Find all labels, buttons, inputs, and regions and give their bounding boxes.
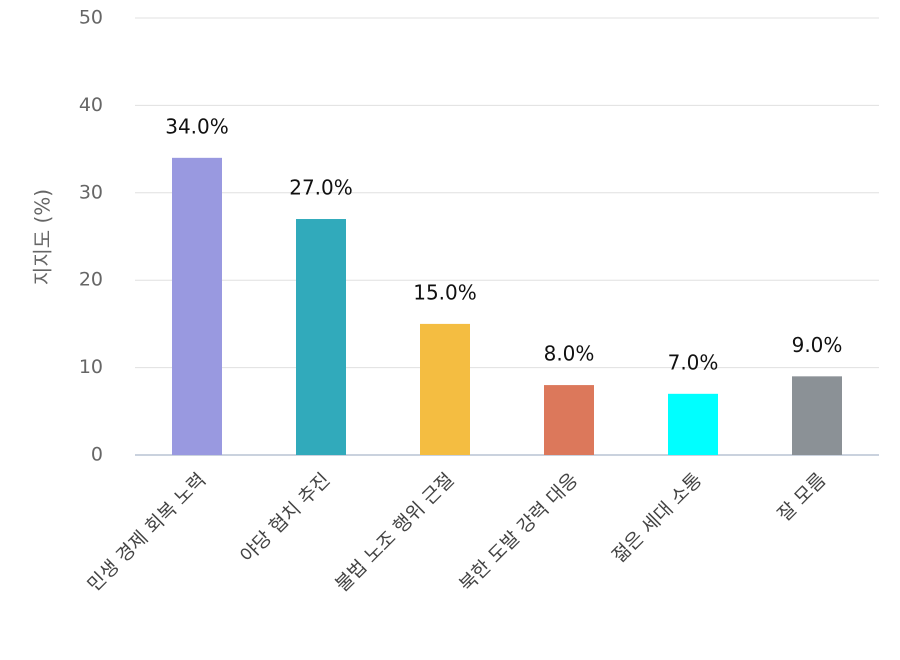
bar <box>792 376 842 455</box>
y-tick-label: 20 <box>79 269 103 291</box>
bar <box>544 385 594 455</box>
bar <box>296 219 346 455</box>
x-tick-label: 북한 도발 강력 대응 <box>455 469 582 596</box>
value-label: 9.0% <box>792 333 843 357</box>
y-tick-label: 50 <box>79 7 103 29</box>
y-axis-label: 지지도 (%) <box>31 189 55 285</box>
x-tick-label: 야당 협치 추진 <box>236 469 334 567</box>
bar <box>668 393 718 455</box>
y-tick-label: 10 <box>79 356 103 378</box>
x-tick-label: 민생 경제 회복 노력 <box>83 469 210 596</box>
x-tick-label: 젊은 세대 소통 <box>608 469 706 567</box>
y-tick-label: 40 <box>79 94 103 116</box>
value-label: 27.0% <box>289 176 353 200</box>
value-label: 34.0% <box>165 114 229 138</box>
value-label: 15.0% <box>413 280 477 304</box>
x-tick-label: 불법 노조 행위 근절 <box>331 469 458 596</box>
y-tick-label: 30 <box>79 181 103 203</box>
value-label: 8.0% <box>544 342 595 366</box>
bar <box>172 157 222 455</box>
x-tick-label: 잘 모름 <box>774 469 831 526</box>
bar <box>420 323 470 455</box>
value-label: 7.0% <box>668 350 719 374</box>
y-tick-label: 0 <box>91 444 103 466</box>
